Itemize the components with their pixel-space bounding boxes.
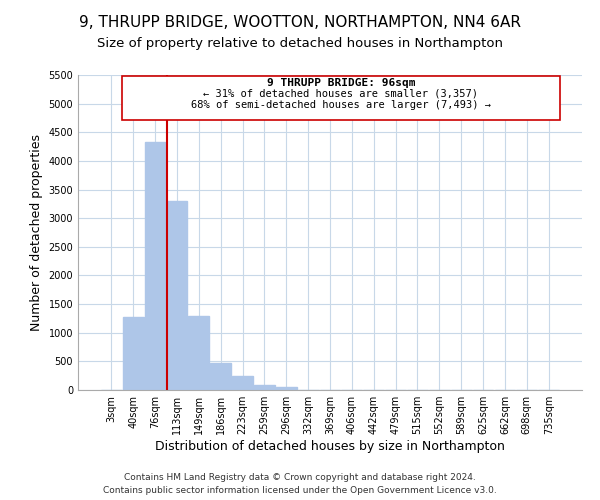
Text: 9, THRUPP BRIDGE, WOOTTON, NORTHAMPTON, NN4 6AR: 9, THRUPP BRIDGE, WOOTTON, NORTHAMPTON, … [79,15,521,30]
Bar [188,316,209,390]
Text: 68% of semi-detached houses are larger (7,493) →: 68% of semi-detached houses are larger (… [191,100,491,110]
FancyBboxPatch shape [122,76,560,120]
Bar [167,201,187,390]
Bar [232,376,253,390]
Text: Contains HM Land Registry data © Crown copyright and database right 2024.: Contains HM Land Registry data © Crown c… [124,474,476,482]
Text: 9 THRUPP BRIDGE: 96sqm: 9 THRUPP BRIDGE: 96sqm [266,78,415,88]
Bar [210,362,231,390]
Text: Contains public sector information licensed under the Open Government Licence v3: Contains public sector information licen… [103,486,497,495]
Bar [123,318,143,390]
X-axis label: Distribution of detached houses by size in Northampton: Distribution of detached houses by size … [155,440,505,453]
Y-axis label: Number of detached properties: Number of detached properties [30,134,43,331]
Text: ← 31% of detached houses are smaller (3,357): ← 31% of detached houses are smaller (3,… [203,88,478,99]
Bar [254,385,275,390]
Bar [145,142,166,390]
Bar [276,387,296,390]
Text: Size of property relative to detached houses in Northampton: Size of property relative to detached ho… [97,38,503,51]
